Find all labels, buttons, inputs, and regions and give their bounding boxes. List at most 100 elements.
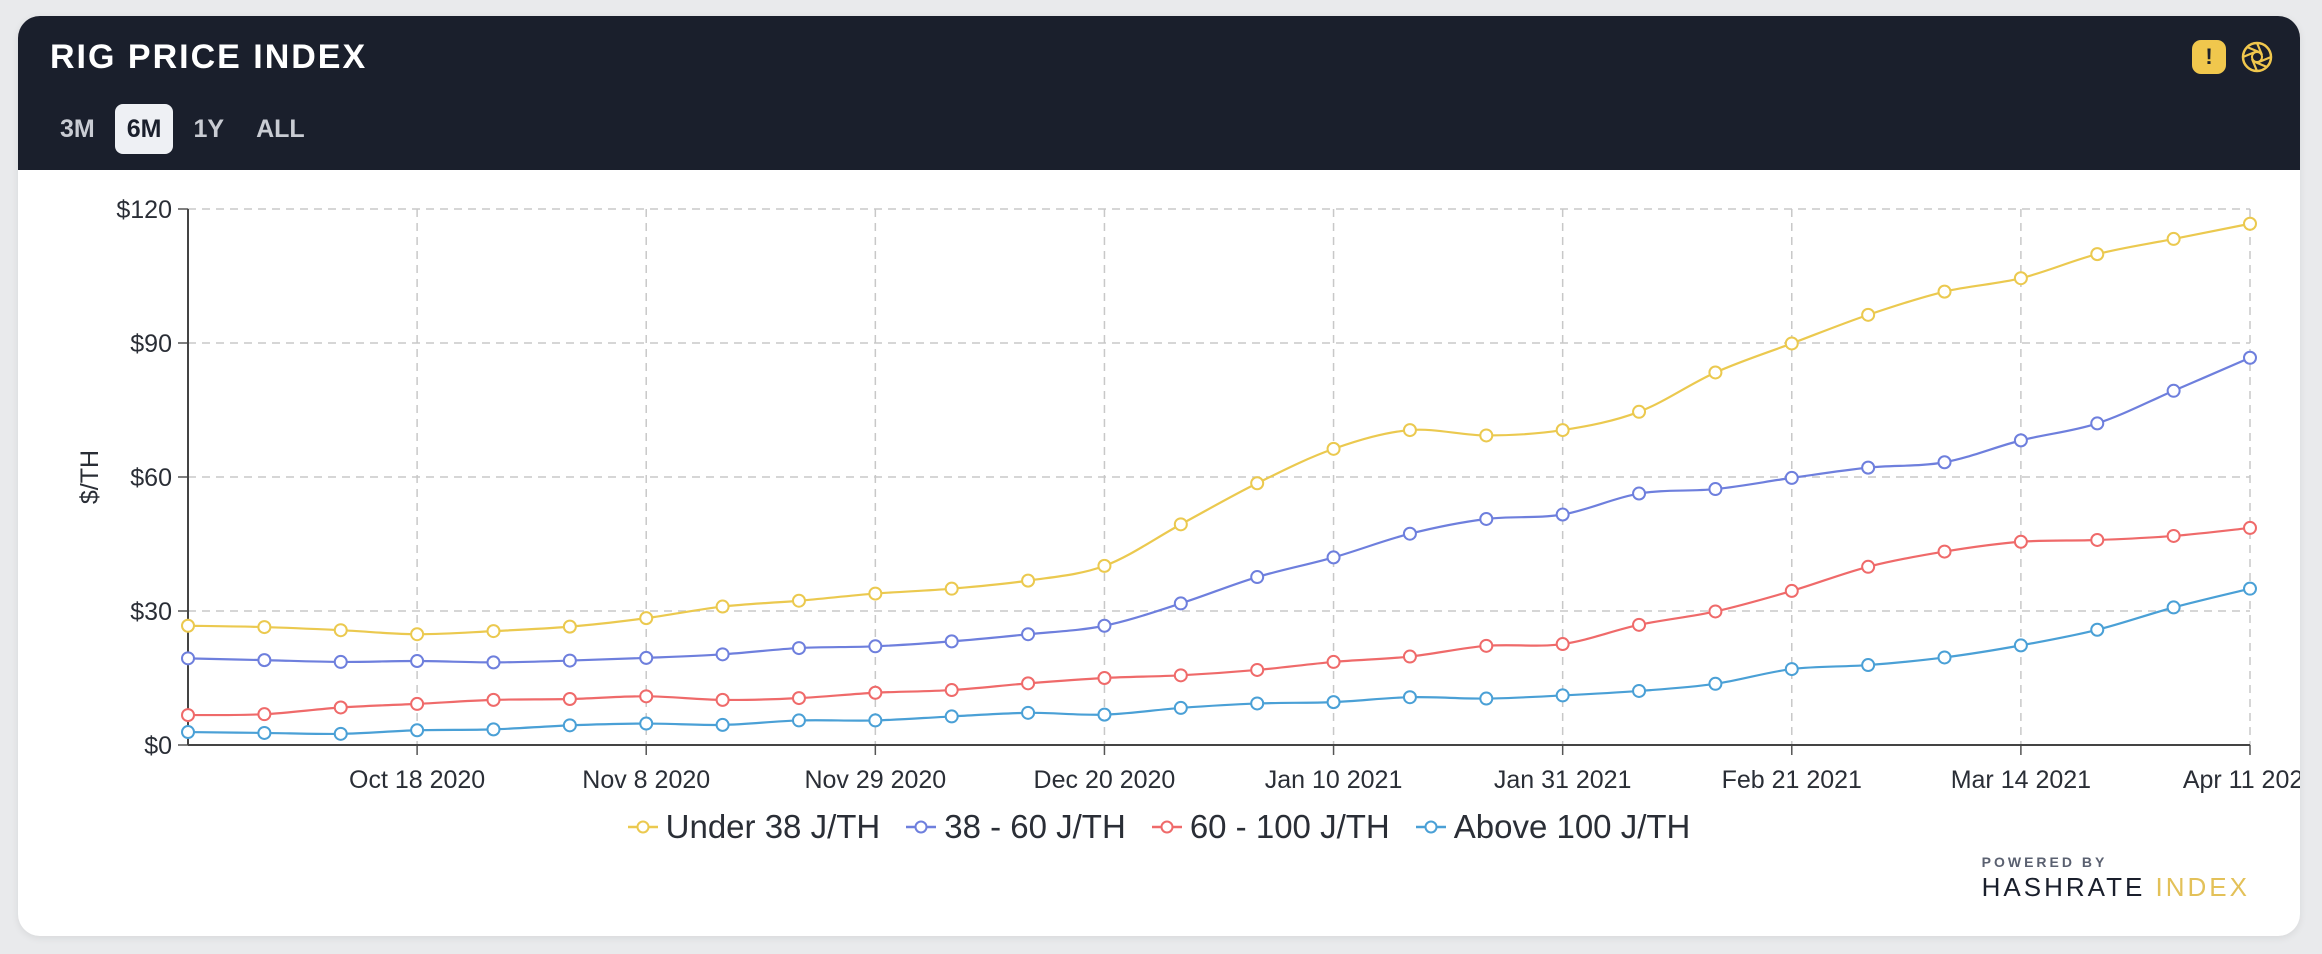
aperture-icon[interactable] <box>2240 40 2274 74</box>
data-point[interactable] <box>1250 662 1265 677</box>
data-point[interactable] <box>1326 441 1341 456</box>
data-point[interactable] <box>410 627 425 642</box>
data-point[interactable] <box>1173 596 1188 611</box>
data-point[interactable] <box>410 654 425 669</box>
data-point[interactable] <box>1784 470 1799 485</box>
data-point[interactable] <box>1021 573 1036 588</box>
data-point[interactable] <box>1555 637 1570 652</box>
data-point[interactable] <box>1937 544 1952 559</box>
data-point[interactable] <box>2090 247 2105 262</box>
data-point[interactable] <box>1861 559 1876 574</box>
data-point[interactable] <box>486 624 501 639</box>
data-point[interactable] <box>639 650 654 665</box>
data-point[interactable] <box>181 725 195 740</box>
data-point[interactable] <box>1250 570 1265 585</box>
data-point[interactable] <box>1708 676 1723 691</box>
data-point[interactable] <box>333 654 348 669</box>
data-point[interactable] <box>1937 650 1952 665</box>
range-button-6m[interactable]: 6M <box>114 104 174 154</box>
data-point[interactable] <box>181 618 195 633</box>
data-point[interactable] <box>791 713 806 728</box>
data-point[interactable] <box>1861 307 1876 322</box>
data-point[interactable] <box>1937 284 1952 299</box>
data-point[interactable] <box>2090 532 2105 547</box>
data-point[interactable] <box>410 723 425 738</box>
data-point[interactable] <box>1402 649 1417 664</box>
data-point[interactable] <box>2013 534 2028 549</box>
data-point[interactable] <box>1097 707 1112 722</box>
data-point[interactable] <box>2013 433 2028 448</box>
data-point[interactable] <box>1402 690 1417 705</box>
data-point[interactable] <box>2243 581 2257 596</box>
range-button-3m[interactable]: 3M <box>60 114 95 143</box>
data-point[interactable] <box>715 692 730 707</box>
data-point[interactable] <box>562 691 577 706</box>
data-point[interactable] <box>1708 604 1723 619</box>
data-point[interactable] <box>562 653 577 668</box>
data-point[interactable] <box>1021 705 1036 720</box>
data-point[interactable] <box>1173 517 1188 532</box>
data-point[interactable] <box>868 639 883 654</box>
data-point[interactable] <box>1708 365 1723 380</box>
data-point[interactable] <box>715 599 730 614</box>
data-point[interactable] <box>791 691 806 706</box>
data-point[interactable] <box>1479 691 1494 706</box>
data-point[interactable] <box>715 717 730 732</box>
data-point[interactable] <box>1097 671 1112 685</box>
data-point[interactable] <box>944 581 959 596</box>
data-point[interactable] <box>2166 231 2181 246</box>
data-point[interactable] <box>1479 638 1494 653</box>
data-point[interactable] <box>257 653 272 668</box>
data-point[interactable] <box>2090 622 2105 637</box>
data-point[interactable] <box>1479 511 1494 526</box>
data-point[interactable] <box>1402 526 1417 541</box>
data-point[interactable] <box>1861 658 1876 673</box>
data-point[interactable] <box>1632 486 1647 501</box>
range-button-1y[interactable]: 1Y <box>193 114 225 143</box>
data-point[interactable] <box>791 593 806 608</box>
data-point[interactable] <box>868 685 883 700</box>
data-point[interactable] <box>410 696 425 711</box>
data-point[interactable] <box>181 708 195 723</box>
data-point[interactable] <box>562 619 577 634</box>
data-point[interactable] <box>1021 676 1036 691</box>
data-point[interactable] <box>639 611 654 626</box>
data-point[interactable] <box>1708 482 1723 497</box>
data-point[interactable] <box>1784 336 1799 351</box>
data-point[interactable] <box>1632 404 1647 419</box>
data-point[interactable] <box>2090 416 2105 431</box>
data-point[interactable] <box>486 722 501 737</box>
data-point[interactable] <box>639 716 654 731</box>
data-point[interactable] <box>1784 662 1799 677</box>
data-point[interactable] <box>1326 695 1341 710</box>
data-point[interactable] <box>257 620 272 635</box>
data-point[interactable] <box>1173 700 1188 715</box>
data-point[interactable] <box>868 586 883 601</box>
data-point[interactable] <box>2243 520 2257 535</box>
data-point[interactable] <box>333 623 348 638</box>
range-button-all[interactable]: ALL <box>256 114 305 143</box>
data-point[interactable] <box>1250 696 1265 711</box>
data-point[interactable] <box>1479 428 1494 443</box>
data-point[interactable] <box>181 651 195 666</box>
data-point[interactable] <box>562 718 577 733</box>
data-point[interactable] <box>2013 638 2028 653</box>
data-point[interactable] <box>1555 507 1570 522</box>
data-point[interactable] <box>944 683 959 698</box>
legend-item[interactable]: 60 - 100 J/TH <box>1151 808 1390 846</box>
data-point[interactable] <box>791 641 806 656</box>
data-point[interactable] <box>486 655 501 670</box>
data-point[interactable] <box>1402 423 1417 438</box>
data-point[interactable] <box>639 689 654 704</box>
legend-item[interactable]: Under 38 J/TH <box>627 808 880 846</box>
data-point[interactable] <box>333 700 348 715</box>
data-point[interactable] <box>1326 550 1341 565</box>
data-point[interactable] <box>333 726 348 741</box>
data-point[interactable] <box>2013 271 2028 286</box>
data-point[interactable] <box>1097 618 1112 633</box>
data-point[interactable] <box>715 647 730 662</box>
data-point[interactable] <box>1784 583 1799 598</box>
data-point[interactable] <box>2243 350 2257 365</box>
data-point[interactable] <box>868 713 883 728</box>
data-point[interactable] <box>1097 558 1112 573</box>
